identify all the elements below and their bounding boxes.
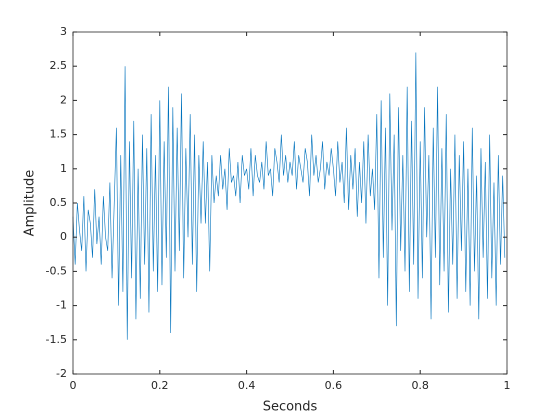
y-axis-label: Amplitude bbox=[23, 170, 38, 237]
signal-line bbox=[72, 52, 506, 340]
y-tick-label: 3 bbox=[60, 25, 67, 38]
y-tick-label: -0.5 bbox=[46, 264, 67, 277]
x-tick-label: 0.2 bbox=[151, 379, 169, 392]
x-tick-label: 1 bbox=[504, 379, 511, 392]
y-tick-label: 2.5 bbox=[50, 59, 68, 72]
y-tick-label: -1 bbox=[56, 299, 67, 312]
y-tick-label: -1.5 bbox=[46, 333, 67, 346]
y-tick-label: 0.5 bbox=[50, 196, 68, 209]
plot-area bbox=[73, 32, 507, 374]
y-tick-label: 1.5 bbox=[50, 128, 68, 141]
y-tick-label: -2 bbox=[56, 367, 67, 380]
y-tick-label: 2 bbox=[60, 93, 67, 106]
x-axis-label: Seconds bbox=[263, 400, 318, 415]
x-tick-label: 0.4 bbox=[238, 379, 256, 392]
axes-box bbox=[72, 31, 508, 375]
y-tick-label: 0 bbox=[60, 230, 67, 243]
x-tick-label: 0.8 bbox=[411, 379, 429, 392]
x-tick-label: 0.6 bbox=[325, 379, 343, 392]
y-tick-label: 1 bbox=[60, 162, 67, 175]
x-tick-label: 0 bbox=[70, 379, 77, 392]
